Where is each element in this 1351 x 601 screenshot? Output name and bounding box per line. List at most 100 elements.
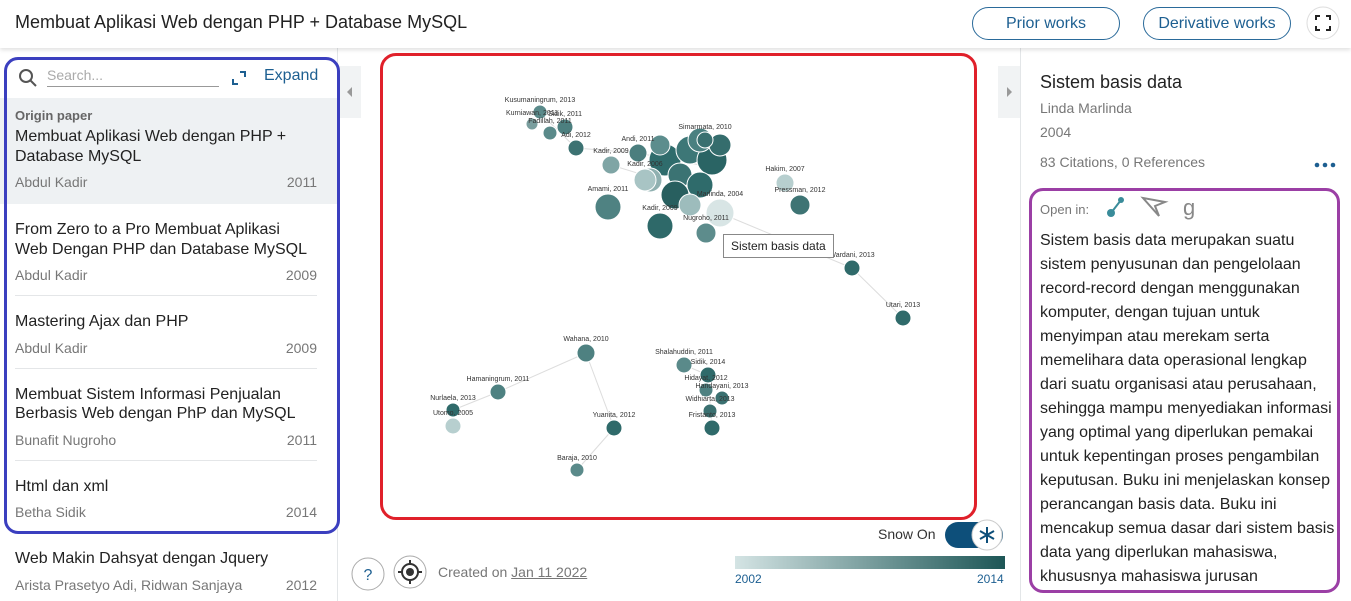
paper-item[interactable]: Membuat Aplikasi Web dengan PHP + Databa… bbox=[15, 127, 317, 192]
paper-item[interactable]: Membuat Sistem Informasi Penjualan Berba… bbox=[15, 369, 317, 461]
paper-node[interactable] bbox=[646, 212, 674, 240]
paper-node[interactable] bbox=[775, 173, 795, 193]
cluster-node[interactable] bbox=[649, 134, 671, 156]
paper-authors: Bunafit Nugroho bbox=[15, 431, 117, 448]
paper-year: 2009 bbox=[285, 339, 317, 356]
expand-icon[interactable] bbox=[231, 70, 247, 86]
paper-node[interactable] bbox=[444, 417, 462, 435]
cluster-node[interactable] bbox=[678, 193, 702, 217]
created-date[interactable]: Jan 11 2022 bbox=[511, 564, 588, 580]
paper-year: 2011 bbox=[286, 174, 317, 190]
paper-authors: Abdul Kadir bbox=[15, 339, 88, 356]
paper-detail-panel: Sistem basis data Linda Marlinda 2004 83… bbox=[1020, 48, 1351, 601]
header: Membuat Aplikasi Web dengan PHP + Databa… bbox=[0, 0, 1351, 48]
paper-title: From Zero to a Pro Membuat Aplikasi Web … bbox=[15, 221, 308, 258]
more-menu[interactable] bbox=[1313, 160, 1337, 170]
svg-text:g: g bbox=[1183, 195, 1195, 220]
node-label: Wahana, 2010 bbox=[563, 336, 608, 343]
node-label: Nurlaela, 2013 bbox=[430, 395, 476, 402]
paper-node[interactable] bbox=[628, 143, 648, 163]
search-input[interactable]: Search... bbox=[47, 67, 219, 87]
node-label: Marlinda, 2004 bbox=[697, 191, 743, 198]
node-label: Kurniawan, 2011 bbox=[506, 110, 558, 117]
node-label: Fadillah, 2011 bbox=[528, 118, 572, 125]
help-button[interactable]: ? bbox=[351, 557, 387, 593]
node-label: Baraja, 2010 bbox=[557, 455, 597, 462]
collapse-left-tab[interactable] bbox=[339, 66, 361, 118]
paper-meta: Abdul Kadir 2009 bbox=[15, 265, 317, 285]
node-label: Utomo, 2005 bbox=[433, 410, 473, 417]
node-label: Utari, 2013 bbox=[886, 302, 920, 309]
paper-node[interactable] bbox=[696, 131, 714, 149]
node-label: Adi, 2012 bbox=[561, 132, 591, 139]
node-label: Widhiarta, 2013 bbox=[685, 396, 734, 403]
expand-button[interactable]: Expand bbox=[264, 67, 319, 84]
created-on-text: Created on bbox=[438, 564, 508, 580]
paper-node[interactable] bbox=[633, 168, 657, 192]
detail-title: Sistem basis data bbox=[1040, 72, 1183, 92]
paper-node[interactable] bbox=[703, 419, 721, 437]
detail-year: 2004 bbox=[1040, 124, 1072, 140]
collapse-right-tab[interactable] bbox=[998, 66, 1020, 118]
paper-item[interactable]: Mastering Ajax dan PHP Abdul Kadir 2009 bbox=[15, 296, 317, 369]
paper-node[interactable] bbox=[601, 155, 621, 175]
svg-text:?: ? bbox=[364, 567, 373, 584]
paper-node[interactable] bbox=[605, 419, 623, 437]
node-label: Fristanto, 2013 bbox=[689, 412, 736, 419]
node-label: Hamaningrum, 2011 bbox=[467, 376, 530, 383]
node-label: Handayani, 2013 bbox=[696, 383, 749, 390]
paper-node[interactable] bbox=[445, 402, 461, 418]
cluster-node[interactable] bbox=[686, 171, 714, 199]
abstract: Sistem basis data merupakan suatu sistem… bbox=[1040, 232, 1335, 585]
paper-node[interactable] bbox=[594, 193, 622, 221]
detail-citations: 83 Citations, 0 References bbox=[1040, 154, 1205, 170]
paper-year: 2011 bbox=[286, 431, 317, 448]
paper-node[interactable] bbox=[714, 390, 730, 406]
paper-node[interactable] bbox=[843, 259, 861, 277]
search-icon bbox=[19, 69, 37, 87]
paper-node[interactable] bbox=[705, 198, 735, 228]
paper-title: Web Makin Dahsyat dengan Jquery bbox=[15, 550, 269, 567]
paper-node[interactable] bbox=[525, 117, 539, 131]
recenter-button[interactable] bbox=[393, 555, 429, 591]
paper-node[interactable] bbox=[489, 383, 507, 401]
prior-works-button[interactable]: Prior works bbox=[972, 7, 1120, 40]
open-in-icons[interactable]: g bbox=[1103, 194, 1203, 220]
paper-node[interactable] bbox=[556, 118, 574, 136]
paper-item[interactable]: From Zero to a Pro Membuat Aplikasi Web … bbox=[15, 204, 317, 296]
node-label: Kadir, 2009 bbox=[642, 205, 678, 212]
snow-label: Snow On bbox=[878, 526, 936, 542]
paper-node[interactable] bbox=[698, 382, 714, 398]
node-label: Andi, 2011 bbox=[622, 136, 655, 143]
paper-node[interactable] bbox=[789, 194, 811, 216]
edge bbox=[585, 352, 615, 429]
node-label: Kusumaningrum, 2013 bbox=[505, 97, 576, 104]
paper-node[interactable] bbox=[569, 462, 585, 478]
paper-year: 2012 bbox=[285, 576, 317, 593]
node-label: Nugroho, 2011 bbox=[683, 215, 729, 222]
paper-node[interactable] bbox=[695, 222, 717, 244]
snow-toggle[interactable] bbox=[943, 516, 1007, 552]
paper-node[interactable] bbox=[542, 125, 558, 141]
node-label: Kadir, 2009 bbox=[593, 148, 629, 155]
derivative-works-button[interactable]: Derivative works bbox=[1143, 7, 1291, 40]
paper-item[interactable]: Web Makin Dahsyat dengan Jquery Arista Pr… bbox=[15, 533, 317, 601]
paper-node[interactable] bbox=[894, 309, 912, 327]
paper-node[interactable] bbox=[532, 104, 548, 120]
paper-node[interactable] bbox=[702, 403, 718, 419]
edge bbox=[497, 352, 587, 393]
paper-meta: Abdul Kadir 2009 bbox=[15, 338, 317, 358]
paper-year: 2014 bbox=[285, 504, 317, 520]
paper-year: 2009 bbox=[285, 267, 317, 283]
node-label: Simarmata, 2010 bbox=[678, 124, 731, 131]
detail-author: Linda Marlinda bbox=[1040, 100, 1132, 116]
paper-node[interactable] bbox=[675, 356, 693, 374]
fullscreen-button[interactable] bbox=[1306, 6, 1340, 40]
paper-node[interactable] bbox=[576, 343, 596, 363]
node-label: Wardani, 2013 bbox=[829, 252, 874, 259]
paper-title: Membuat Aplikasi Web dengan PHP + Databa… bbox=[15, 12, 468, 32]
paper-node[interactable] bbox=[567, 139, 585, 157]
tooltip: Sistem basis data bbox=[723, 234, 834, 258]
